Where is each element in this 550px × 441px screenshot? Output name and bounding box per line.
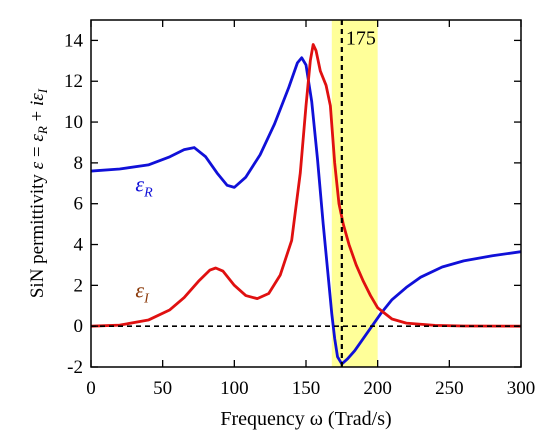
x-tick-label: 0 [86, 378, 96, 399]
series-label-epsilon-i-main: ε [135, 278, 144, 303]
x-tick-label: 100 [220, 378, 249, 399]
y-tick-label: 4 [74, 235, 84, 256]
y-axis-title-epsilon-i: ε [27, 93, 48, 101]
y-axis-title-equals: = [27, 142, 48, 162]
x-tick-label: 50 [153, 378, 172, 399]
y-axis-title-epsilon-r: ε [27, 134, 48, 142]
y-tick-label: 6 [74, 194, 84, 215]
y-tick-label: 10 [64, 112, 83, 133]
y-axis-title-sub-i: I [35, 88, 50, 94]
series-label-epsilon-r-sub: R [143, 185, 153, 200]
series-label-epsilon-r-main: ε [135, 171, 144, 196]
y-axis-title-i: i [27, 101, 48, 106]
series-line-epsilon-r [91, 56, 521, 366]
y-axis-title-epsilon: ε [27, 161, 48, 169]
y-tick-label: 0 [74, 316, 84, 337]
x-tick-label: 300 [507, 378, 536, 399]
y-axis-title: SiN permittivity ε = εR + iεI [27, 88, 50, 298]
series-label-epsilon-r: εR [135, 171, 153, 200]
x-axis-title: Frequency ω (Trad/s) [220, 408, 391, 430]
y-axis-title-sub-r: R [35, 126, 50, 135]
series-label-epsilon-i-sub: I [143, 292, 150, 307]
y-axis-title-prefix: SiN permittivity [27, 169, 48, 298]
y-tick-label: -2 [67, 357, 83, 378]
x-tick-label: 250 [435, 378, 464, 399]
x-tick-label: 150 [292, 378, 321, 399]
highlight-band [331, 20, 378, 367]
y-tick-label: 8 [74, 153, 84, 174]
y-tick-label: 14 [64, 30, 84, 51]
marker-label: 175 [346, 27, 376, 49]
y-tick-label: 2 [74, 275, 84, 296]
series-label-epsilon-i: εI [135, 278, 150, 307]
y-axis-title-plus: + [27, 106, 48, 126]
series-line-epsilon-i [91, 43, 521, 328]
y-tick-label: 12 [64, 71, 83, 92]
x-tick-label: 200 [363, 378, 392, 399]
